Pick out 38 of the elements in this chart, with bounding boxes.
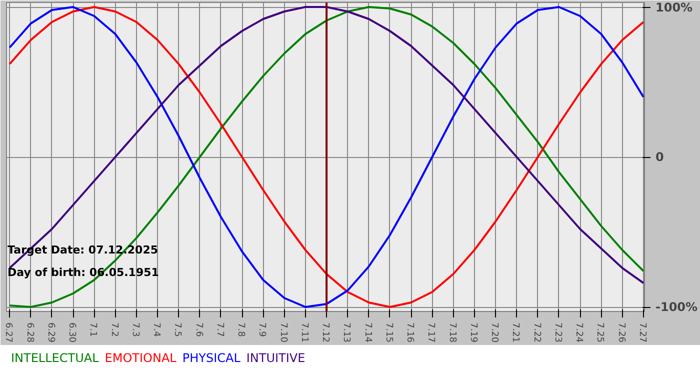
x-tick-label: 7.4 [151, 322, 162, 338]
x-tick-label: 7.12 [320, 322, 330, 343]
x-tick-label: 6.28 [24, 322, 34, 343]
x-tick-label: 7.7 [214, 322, 224, 337]
x-tick-label: 7.17 [426, 322, 436, 343]
x-tick-label: 7.9 [256, 322, 267, 338]
x-tick-label: 7.1 [88, 322, 98, 337]
x-tick-label: 7.20 [489, 322, 500, 343]
text: EMOTIONAL [104, 351, 176, 365]
x-tick-label: 7.2 [108, 322, 119, 337]
y-tick-label: -100% [656, 300, 698, 314]
x-tick-label: 7.15 [383, 322, 394, 343]
x-tick-label: 7.5 [172, 322, 182, 337]
x-tick-label: 7.24 [574, 322, 584, 343]
y-tick-label: 0 [656, 150, 664, 164]
x-tick-label: 7.13 [341, 322, 352, 343]
x-tick-label: 7.11 [298, 322, 309, 343]
x-tick-label: 7.21 [510, 322, 520, 343]
text: PHYSICAL [182, 351, 240, 365]
x-tick-label: 6.27 [3, 322, 14, 343]
x-tick-label: 7.10 [278, 322, 288, 343]
x-tick-label: 7.3 [130, 322, 140, 337]
text: INTUITIVE [246, 351, 306, 365]
x-tick-label: 7.23 [552, 322, 562, 343]
x-tick-label: 7.16 [404, 322, 415, 343]
y-tick-label: 100% [656, 0, 693, 14]
x-tick-label: 7.18 [446, 322, 457, 343]
x-tick-label: 6.29 [45, 322, 56, 343]
x-tick-label: 7.27 [636, 322, 647, 343]
text: INTELLECTUAL [11, 351, 99, 365]
x-tick-label: 7.14 [362, 322, 372, 343]
x-tick-label: 7.6 [193, 322, 204, 338]
x-tick-label: 7.8 [236, 322, 246, 338]
x-tick-label: 7.26 [616, 322, 626, 343]
x-tick-label: 7.25 [594, 322, 605, 343]
x-tick-label: 6.30 [66, 322, 77, 343]
x-tick-label: 7.22 [531, 322, 542, 343]
x-tick-label: 7.19 [468, 322, 478, 343]
